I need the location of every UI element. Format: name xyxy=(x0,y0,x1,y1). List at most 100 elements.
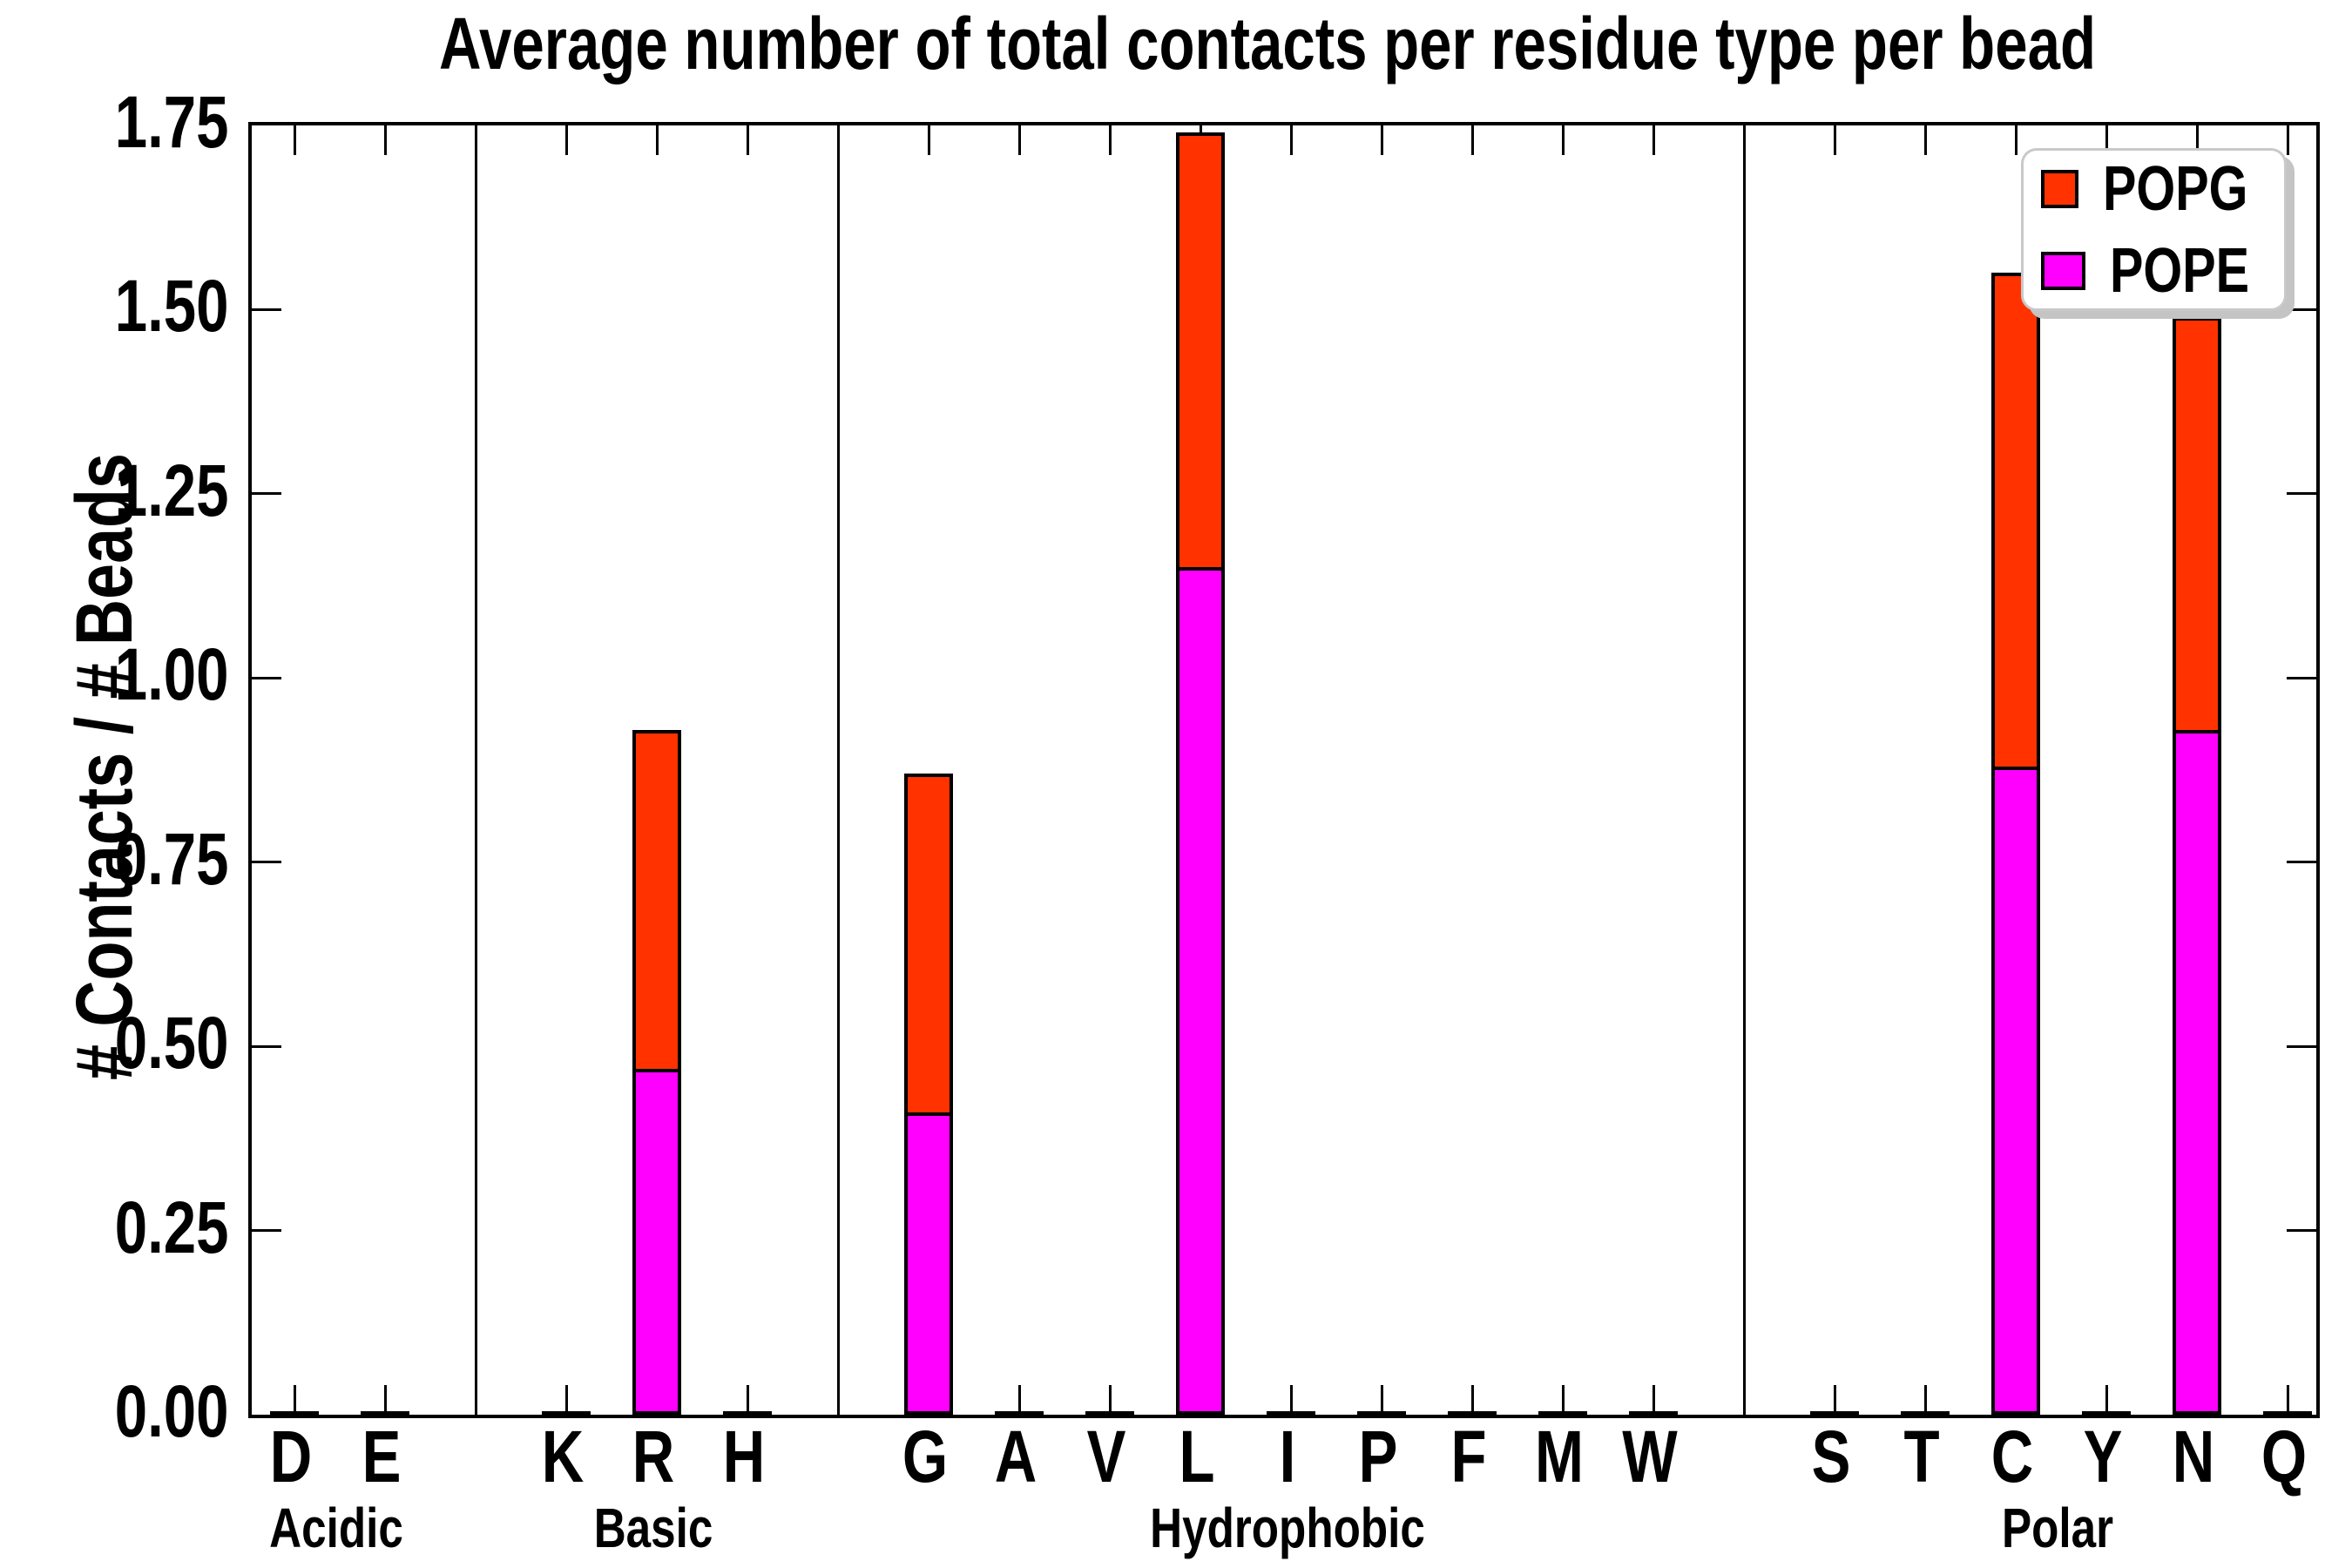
bar-F-trace xyxy=(1448,1411,1497,1415)
x-tick-label-text: M xyxy=(1535,1416,1584,1497)
x-tick-label-K: K xyxy=(537,1420,590,1493)
bar-Q-trace xyxy=(2263,1411,2312,1415)
x-tick-label-N: N xyxy=(2167,1420,2220,1493)
x-tick-label-H: H xyxy=(718,1420,771,1493)
y-tick-label-1.00: 1.00 xyxy=(0,638,228,711)
x-tick-label-text: I xyxy=(1279,1416,1296,1497)
bar-C-popg xyxy=(1991,273,2040,770)
plot-area xyxy=(248,122,2320,1418)
x-tick-label-text: R xyxy=(632,1416,675,1497)
group-label-text: Hydrophobic xyxy=(1150,1497,1425,1559)
xtick-b-Y xyxy=(2105,1385,2108,1415)
xtick-t-R xyxy=(655,125,659,155)
legend-swatch-pope xyxy=(2041,251,2085,290)
y-tick-label-0.25: 0.25 xyxy=(0,1191,228,1264)
bar-L-pope xyxy=(1176,567,1225,1415)
xtick-t-G xyxy=(927,125,930,155)
chart-title-text: Average number of total contacts per res… xyxy=(438,3,2097,84)
x-tick-label-M: M xyxy=(1529,1420,1590,1493)
y-tick-label-text: 0.75 xyxy=(114,817,228,900)
group-label-basic: Basic xyxy=(579,1500,728,1556)
y-axis-label-text: # Contacts / # Beads xyxy=(60,453,149,1080)
xtick-b-D xyxy=(293,1385,296,1415)
xtick-b-Q xyxy=(2286,1385,2289,1415)
x-tick-label-text: T xyxy=(1903,1416,1940,1497)
bar-H-trace xyxy=(723,1411,772,1415)
bar-M-trace xyxy=(1538,1411,1587,1415)
ytick-r-1.25 xyxy=(2287,492,2316,496)
xtick-b-V xyxy=(1108,1385,1112,1415)
x-tick-label-C: C xyxy=(1986,1420,2039,1493)
chart-title: Average number of total contacts per res… xyxy=(232,7,2303,80)
xtick-t-D xyxy=(293,125,296,155)
xtick-t-T xyxy=(1923,125,1927,155)
bar-G-pope xyxy=(904,1112,953,1415)
y-tick-label-1.25: 1.25 xyxy=(0,454,228,527)
xtick-t-K xyxy=(564,125,568,155)
bar-V-trace xyxy=(1085,1411,1134,1415)
ytick-r-0.75 xyxy=(2287,861,2316,864)
y-tick-label-text: 0.50 xyxy=(114,1002,228,1085)
xtick-t-V xyxy=(1108,125,1112,155)
xtick-b-W xyxy=(1652,1385,1655,1415)
bar-L-popg xyxy=(1176,132,1225,571)
y-tick-label-text: 1.25 xyxy=(114,449,228,531)
xtick-t-S xyxy=(1833,125,1836,155)
legend-row-pope: POPE xyxy=(2041,240,2284,302)
x-tick-label-E: E xyxy=(357,1420,406,1493)
x-tick-label-text: F xyxy=(1450,1416,1487,1497)
ytick-l-1.25 xyxy=(252,492,281,496)
y-tick-label-text: 0.00 xyxy=(114,1370,228,1452)
bar-E-trace xyxy=(361,1411,409,1415)
legend-row-popg: POPG xyxy=(2041,158,2284,220)
bar-N-pope xyxy=(2173,729,2221,1415)
y-tick-label-text: 1.75 xyxy=(114,81,228,163)
xtick-t-E xyxy=(383,125,387,155)
xtick-b-S xyxy=(1833,1385,1836,1415)
xtick-t-Q xyxy=(2286,125,2289,155)
x-tick-label-D: D xyxy=(265,1420,318,1493)
bar-Y-trace xyxy=(2082,1411,2131,1415)
xtick-b-P xyxy=(1380,1385,1383,1415)
legend-swatch-popg xyxy=(2041,169,2078,208)
y-tick-label-text: 1.00 xyxy=(114,633,228,716)
bar-T-trace xyxy=(1901,1411,1950,1415)
x-tick-label-W: W xyxy=(1615,1420,1684,1493)
bar-W-trace xyxy=(1629,1411,1678,1415)
xtick-t-C xyxy=(2014,125,2017,155)
xtick-t-Y xyxy=(2105,125,2108,155)
group-label-acidic: Acidic xyxy=(253,1500,420,1556)
x-tick-label-text: L xyxy=(1179,1416,1215,1497)
xtick-b-T xyxy=(1923,1385,1927,1415)
xtick-b-F xyxy=(1470,1385,1474,1415)
x-tick-label-text: C xyxy=(1990,1416,2034,1497)
x-tick-label-text: D xyxy=(269,1416,313,1497)
x-tick-label-Q: Q xyxy=(2255,1420,2312,1493)
xtick-t-P xyxy=(1380,125,1383,155)
xtick-t-I xyxy=(1289,125,1293,155)
x-tick-label-text: W xyxy=(1622,1416,1678,1497)
x-tick-label-G: G xyxy=(896,1420,953,1493)
x-tick-label-V: V xyxy=(1082,1420,1131,1493)
xtick-b-E xyxy=(383,1385,387,1415)
legend: POPG POPE xyxy=(2021,148,2287,311)
group-label-text: Basic xyxy=(593,1497,713,1559)
x-tick-label-L: L xyxy=(1174,1420,1219,1493)
group-label-polar: Polar xyxy=(1988,1500,2127,1556)
group-separator-line-1 xyxy=(836,125,840,1415)
legend-label-pope: POPE xyxy=(2109,235,2249,306)
bar-I-trace xyxy=(1267,1411,1315,1415)
xtick-b-A xyxy=(1017,1385,1021,1415)
bar-N-popg xyxy=(2173,316,2221,733)
group-separator-line-0 xyxy=(474,125,477,1415)
x-tick-label-text: E xyxy=(362,1416,402,1497)
bar-P-trace xyxy=(1357,1411,1406,1415)
x-tick-label-P: P xyxy=(1354,1420,1402,1493)
ytick-l-1.5 xyxy=(252,308,281,311)
y-tick-label-1.75: 1.75 xyxy=(0,85,228,159)
xtick-t-N xyxy=(2195,125,2199,155)
x-tick-label-T: T xyxy=(1899,1420,1943,1493)
group-label-hydrophobic: Hydrophobic xyxy=(1116,1500,1460,1556)
x-tick-label-text: A xyxy=(994,1416,1037,1497)
